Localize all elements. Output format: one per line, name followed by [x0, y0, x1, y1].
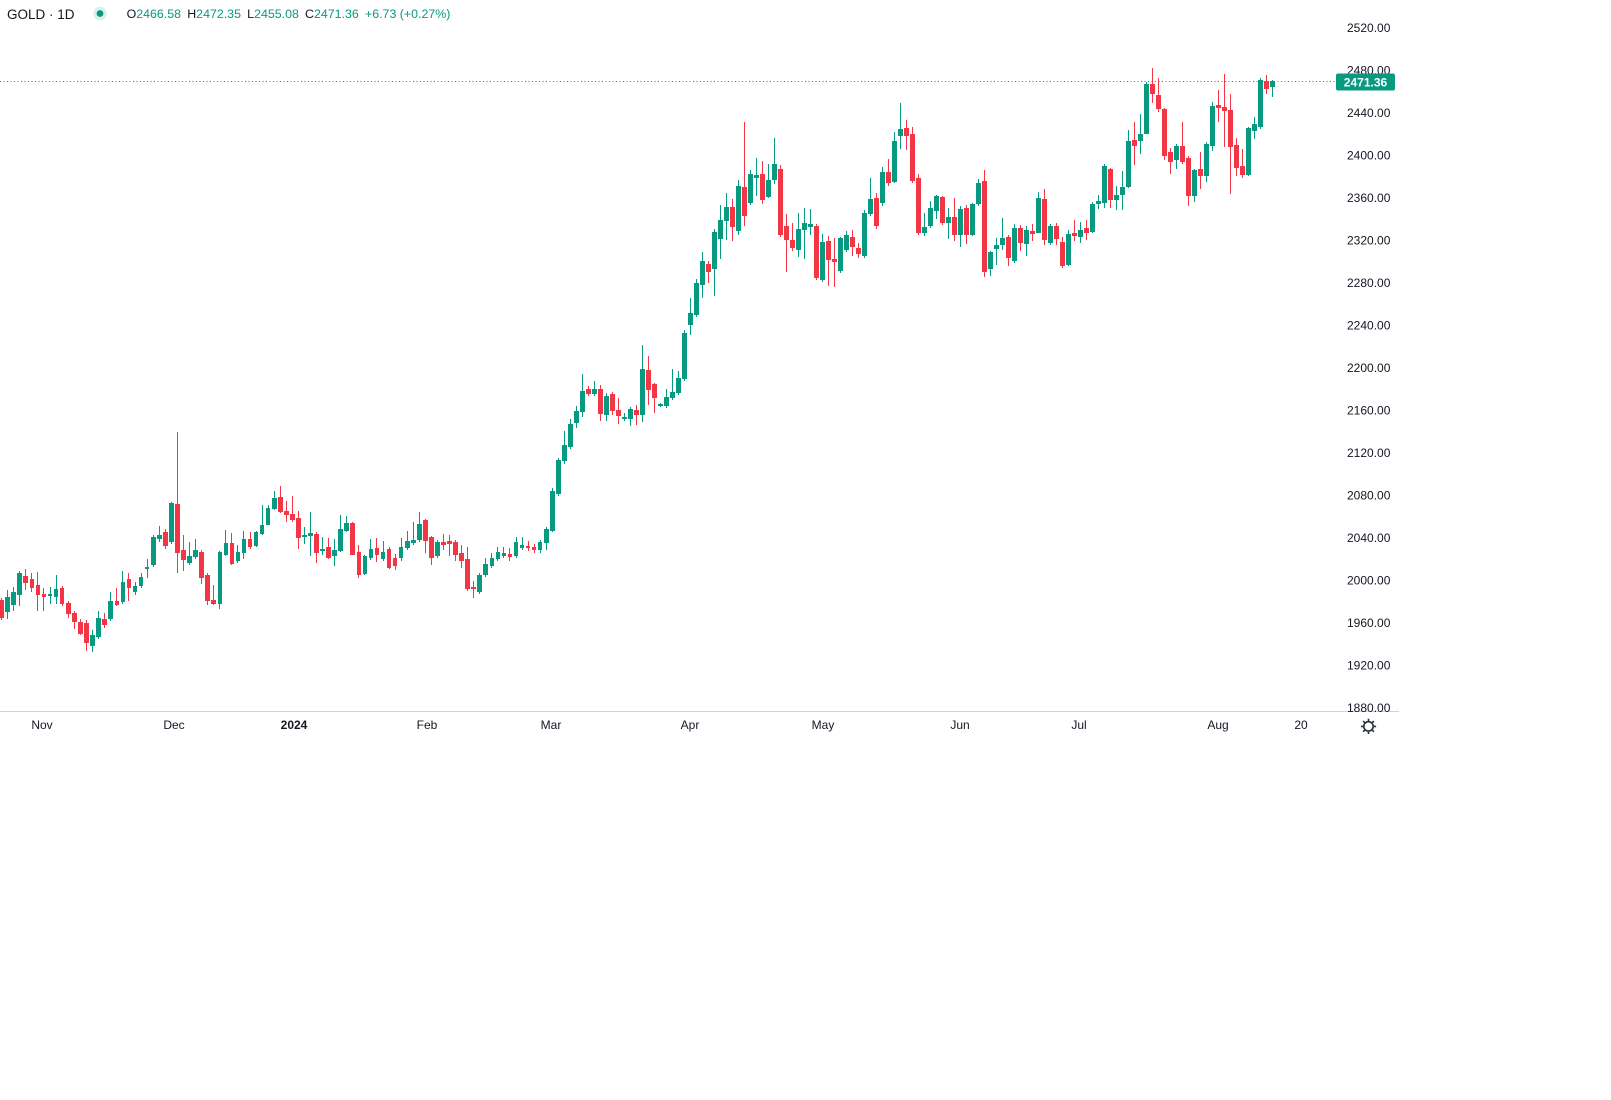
- svg-text:20: 20: [1294, 718, 1308, 732]
- svg-text:2360.00: 2360.00: [1347, 191, 1391, 205]
- svg-text:2120.00: 2120.00: [1347, 446, 1391, 460]
- svg-text:Mar: Mar: [541, 718, 562, 732]
- svg-text:Nov: Nov: [31, 718, 52, 732]
- svg-text:2520.00: 2520.00: [1347, 21, 1391, 35]
- svg-text:2471.36: 2471.36: [1344, 75, 1388, 89]
- svg-text:2240.00: 2240.00: [1347, 319, 1391, 333]
- svg-text:2280.00: 2280.00: [1347, 276, 1391, 290]
- svg-text:2024: 2024: [281, 718, 308, 732]
- svg-text:2160.00: 2160.00: [1347, 404, 1391, 418]
- svg-text:1960.00: 1960.00: [1347, 616, 1391, 630]
- svg-text:Feb: Feb: [417, 718, 438, 732]
- svg-text:2200.00: 2200.00: [1347, 361, 1391, 375]
- svg-text:GOLD · 1D: GOLD · 1D: [7, 7, 75, 22]
- svg-text:Apr: Apr: [681, 718, 700, 732]
- svg-text:2440.00: 2440.00: [1347, 106, 1391, 120]
- svg-text:Dec: Dec: [163, 718, 184, 732]
- svg-text:2400.00: 2400.00: [1347, 149, 1391, 163]
- svg-text:2320.00: 2320.00: [1347, 234, 1391, 248]
- svg-text:Jul: Jul: [1071, 718, 1086, 732]
- svg-text:2040.00: 2040.00: [1347, 531, 1391, 545]
- svg-text:Aug: Aug: [1207, 718, 1228, 732]
- svg-text:1920.00: 1920.00: [1347, 659, 1391, 673]
- svg-text:May: May: [812, 718, 835, 732]
- svg-text:2000.00: 2000.00: [1347, 574, 1391, 588]
- svg-text:Jun: Jun: [950, 718, 969, 732]
- svg-text:2080.00: 2080.00: [1347, 489, 1391, 503]
- svg-text:O2466.58 H2472.35 L2455.08 C24: O2466.58 H2472.35 L2455.08 C2471.36 +6.7…: [127, 7, 451, 21]
- svg-text:1880.00: 1880.00: [1347, 701, 1391, 715]
